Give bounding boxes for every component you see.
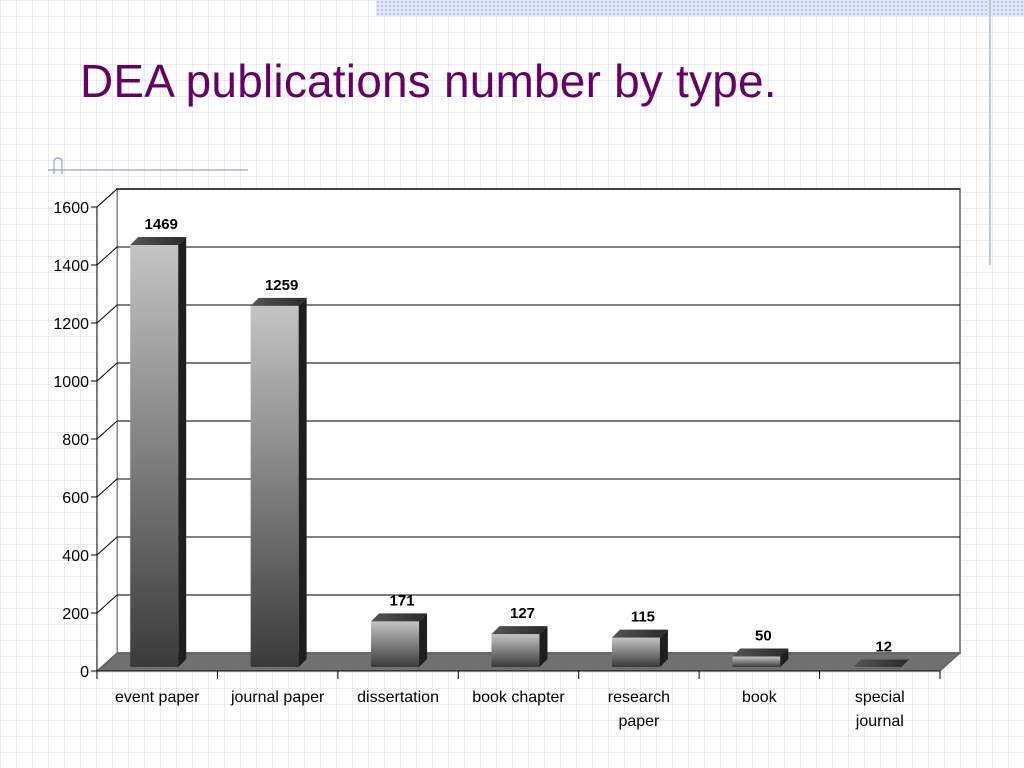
bar-top xyxy=(491,626,548,635)
chart-bars xyxy=(130,236,909,669)
header-decor-band xyxy=(376,0,1024,16)
data-label: 115 xyxy=(631,609,655,626)
gridline-side xyxy=(96,304,118,324)
bar-top xyxy=(732,648,789,657)
bar-top xyxy=(250,297,307,306)
x-tick-label: research xyxy=(608,689,670,706)
bar xyxy=(732,656,781,667)
data-label: 1469 xyxy=(145,216,178,233)
y-tick-label: 1400 xyxy=(53,258,89,275)
x-tick-label: journal xyxy=(855,713,904,730)
gridline-side xyxy=(96,362,118,382)
x-tick-label: paper xyxy=(618,713,660,730)
x-tick-label: special xyxy=(855,689,905,706)
bar xyxy=(371,621,420,667)
x-tick-label: dissertation xyxy=(357,689,439,706)
bar-side xyxy=(659,629,668,667)
data-label: 50 xyxy=(755,628,772,645)
y-tick-label: 0 xyxy=(80,664,89,681)
bar xyxy=(491,634,540,667)
y-tick-label: 1600 xyxy=(53,200,89,217)
gridline-side xyxy=(96,478,118,498)
y-tick-label: 400 xyxy=(62,548,89,565)
gridline-side xyxy=(96,594,118,614)
chart-labels: 0 200 400 600 800 1000 1200 1400 1600 1469 event p… xyxy=(53,200,904,730)
x-tick-label: event paper xyxy=(115,689,200,706)
bar-side xyxy=(298,297,307,667)
x-tick-label: book chapter xyxy=(472,689,565,706)
bar-side xyxy=(780,648,789,667)
data-label: 171 xyxy=(390,592,415,609)
bar-top xyxy=(371,613,428,622)
data-label: 127 xyxy=(510,605,535,622)
y-tick-label: 800 xyxy=(62,432,89,449)
gridline-side xyxy=(96,536,118,556)
text-placeholder-mark xyxy=(48,157,248,174)
bar-top xyxy=(130,236,187,245)
bar xyxy=(250,305,299,667)
gridline-side xyxy=(96,420,118,440)
slide-title: DEA publications number by type. xyxy=(80,55,777,107)
bar-top xyxy=(611,629,668,638)
y-tick-label: 600 xyxy=(62,490,89,507)
x-tick-label: book xyxy=(742,689,778,706)
y-tick-label: 1000 xyxy=(53,374,89,391)
bar xyxy=(130,244,179,668)
bar-side xyxy=(539,626,548,667)
bar xyxy=(611,637,660,667)
chart-frame xyxy=(96,187,961,673)
bar-side xyxy=(178,236,187,668)
bar-side xyxy=(419,613,428,667)
chart-axis xyxy=(91,206,941,679)
gridline-side xyxy=(96,188,118,208)
data-label: 12 xyxy=(875,639,892,656)
bar xyxy=(852,667,901,669)
right-decor-rule xyxy=(989,0,991,265)
y-tick-label: 200 xyxy=(62,606,89,623)
data-label: 1259 xyxy=(265,277,298,294)
y-tick-label: 1200 xyxy=(53,316,89,333)
gridline-side xyxy=(96,246,118,266)
bar-top xyxy=(852,659,909,668)
x-tick-label: journal paper xyxy=(230,689,325,706)
